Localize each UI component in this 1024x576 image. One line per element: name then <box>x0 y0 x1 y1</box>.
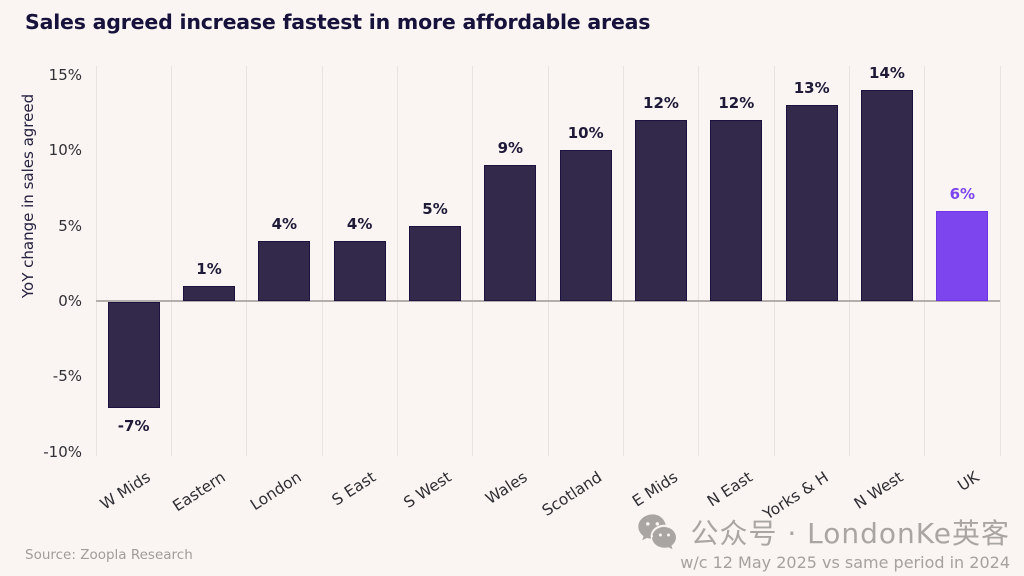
category-gridline <box>622 66 624 456</box>
bar-london <box>258 240 311 301</box>
bar-value-label: 12% <box>643 94 679 113</box>
bar-value-label: 14% <box>869 63 905 82</box>
bar-value-label: 4% <box>271 214 298 233</box>
bar-value-label: 1% <box>196 259 222 278</box>
watermark: 公众号 · LondonKe英客 w/c 12 May 2025 vs same… <box>636 512 1010 572</box>
x-axis-label-scotland: Scotland <box>539 468 606 520</box>
bar-s-west <box>409 225 461 301</box>
category-gridline <box>924 66 926 456</box>
x-axis-label-s-west: S West <box>400 468 455 512</box>
x-axis-label-n-west: N West <box>851 468 907 513</box>
x-axis-label-s-east: S East <box>329 468 380 510</box>
bar-n-east <box>710 120 763 301</box>
y-tick-label: 10% <box>48 141 82 160</box>
y-tick-label: -10% <box>43 442 82 461</box>
category-gridline <box>773 66 775 456</box>
chart-title: Sales agreed increase fastest in more af… <box>25 10 651 34</box>
y-tick-label: 0% <box>58 292 82 310</box>
category-gridline <box>321 66 323 456</box>
bar-eastern <box>183 285 235 301</box>
bar-s-east <box>333 240 386 301</box>
y-tick-label: -5% <box>52 367 82 386</box>
y-tick-label: 15% <box>48 65 82 84</box>
category-gridline <box>547 66 549 456</box>
wechat-icon <box>638 514 677 550</box>
bar-value-label: 5% <box>422 199 448 218</box>
bar-value-label: 13% <box>793 78 830 97</box>
watermark-subtext: w/c 12 May 2025 vs same period in 2024 <box>680 553 1010 572</box>
bar-wales <box>484 165 537 301</box>
source-note: Source: Zoopla Research <box>25 547 193 563</box>
bar-value-label: 12% <box>718 94 755 113</box>
bar-uk <box>936 210 989 301</box>
bar-w-mids <box>107 302 160 408</box>
category-gridline <box>848 66 850 456</box>
bar-value-label: 4% <box>346 214 373 233</box>
bar-value-label: -7% <box>117 416 150 435</box>
zero-axis-line <box>96 300 1000 302</box>
watermark-text: 公众号 · LondonKe英客 <box>690 517 1010 550</box>
x-axis-label-e-mids: E Mids <box>628 468 681 511</box>
bar-value-label: 9% <box>497 139 524 158</box>
category-gridline <box>472 66 474 456</box>
category-gridline <box>170 66 172 456</box>
bar-e-mids <box>635 120 687 301</box>
x-axis-label-w-mids: W Mids <box>96 468 154 514</box>
category-gridline <box>95 66 97 456</box>
x-axis-label-wales: Wales <box>481 468 531 509</box>
x-axis-label-eastern: Eastern <box>169 468 229 516</box>
bar-scotland <box>559 150 612 301</box>
category-gridline <box>246 66 248 456</box>
bar-value-label: 10% <box>567 124 604 143</box>
bar-value-label: 6% <box>949 184 976 203</box>
category-gridline <box>999 66 1001 456</box>
category-gridline <box>698 66 700 456</box>
x-axis-label-n-east: N East <box>704 468 757 511</box>
x-axis-label-london: London <box>246 468 305 515</box>
y-tick-label: 5% <box>58 216 82 235</box>
category-gridline <box>396 66 398 456</box>
bar-yorks-h <box>785 104 838 301</box>
x-axis-label-uk: UK <box>954 468 983 495</box>
bar-n-west <box>861 89 913 301</box>
